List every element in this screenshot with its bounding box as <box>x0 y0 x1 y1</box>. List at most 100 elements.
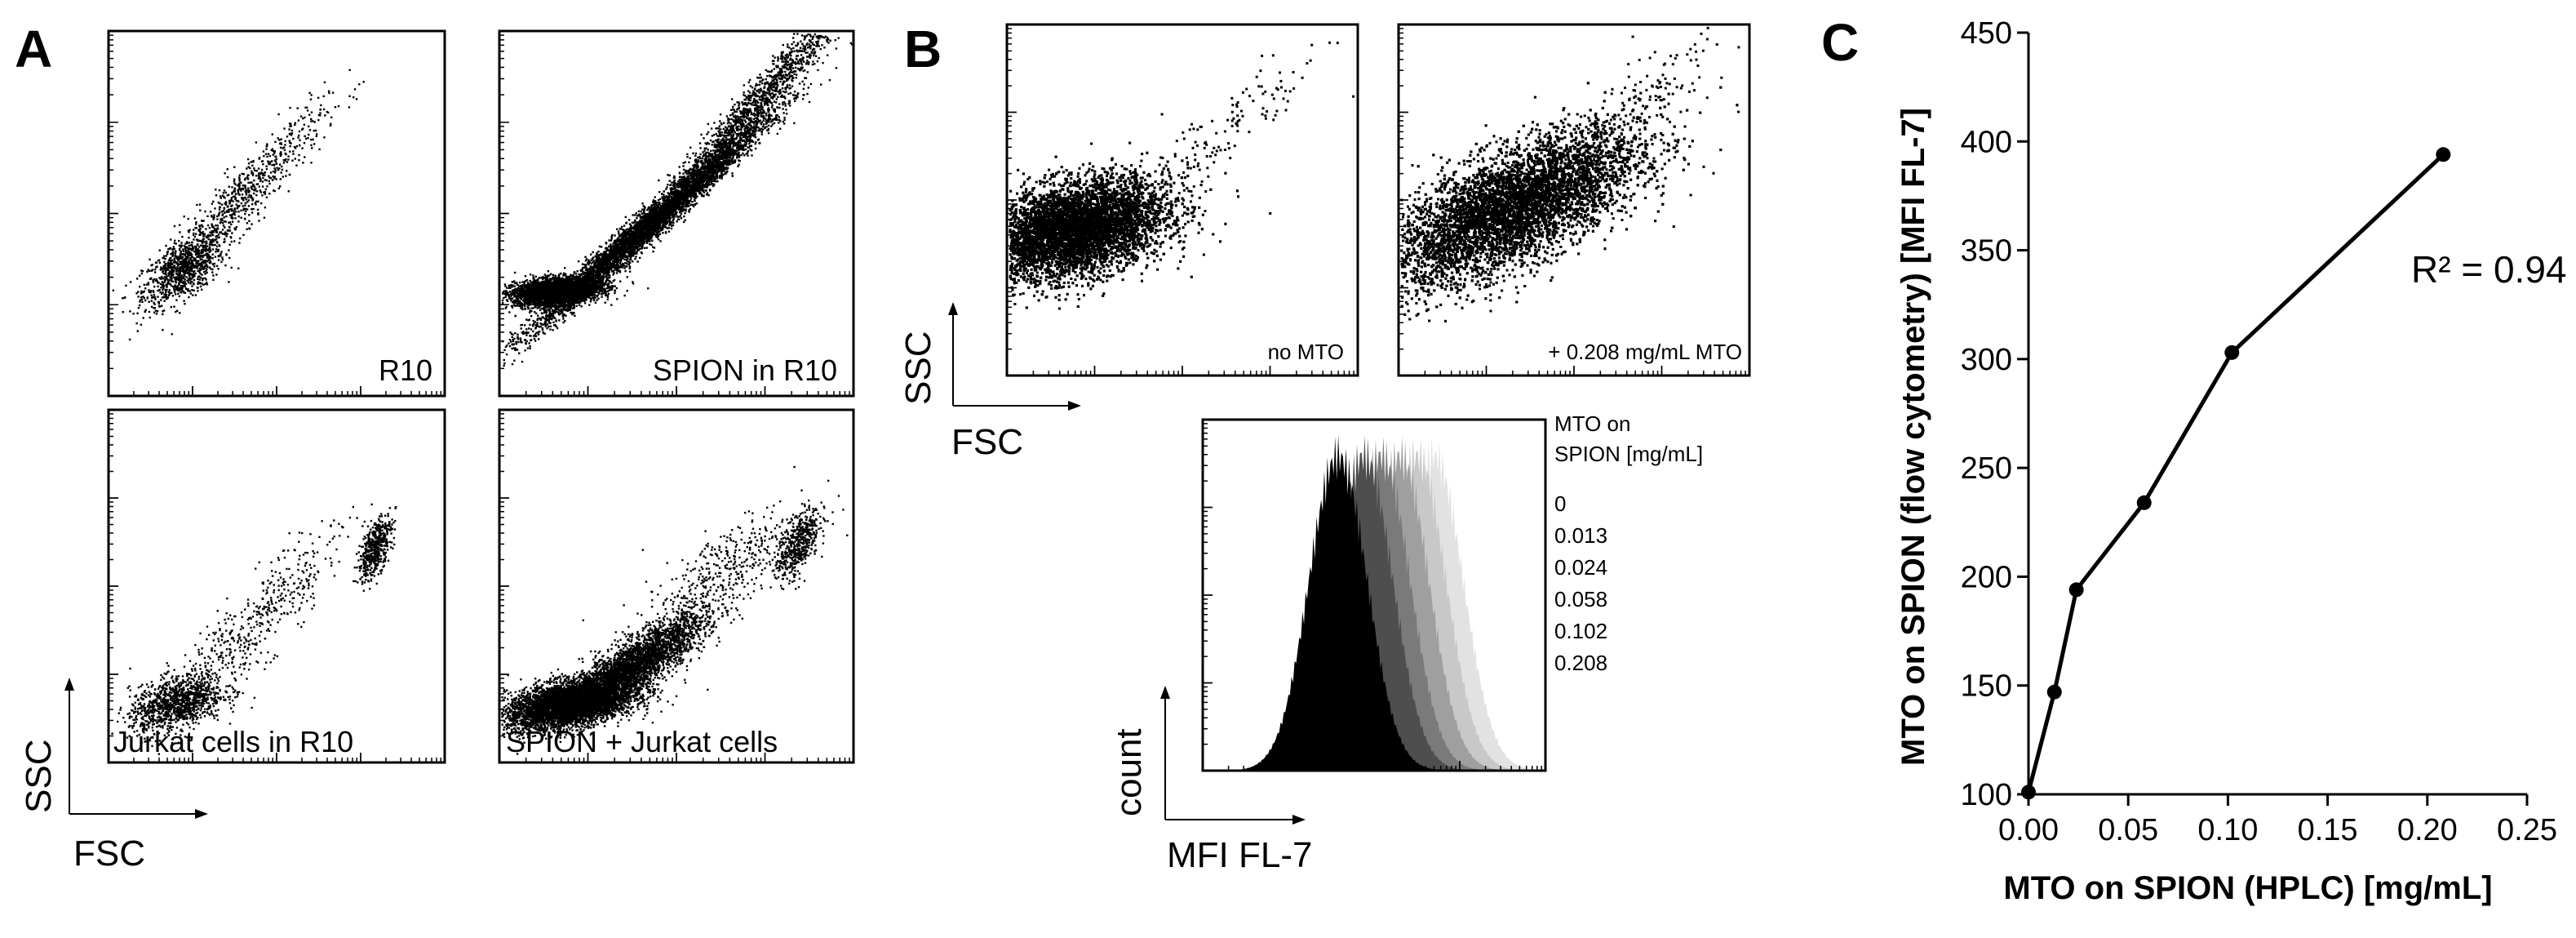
scatter-point <box>251 171 252 172</box>
scatter-point <box>239 181 241 183</box>
scatter-point <box>252 160 254 162</box>
scatter-point <box>150 265 152 266</box>
scatter-point <box>283 162 285 163</box>
scatter-point <box>247 182 249 184</box>
scatter-point <box>251 189 253 190</box>
scatter-point <box>285 175 286 176</box>
scatter-point <box>262 163 264 165</box>
scatter-point <box>319 109 321 110</box>
scatter-point <box>248 205 250 207</box>
scatter-point <box>195 233 197 234</box>
scatter-point <box>270 171 272 173</box>
scatter-point <box>330 125 331 127</box>
scatter-point <box>215 244 216 246</box>
scatter-point <box>179 231 180 233</box>
scatter-point <box>219 211 220 213</box>
scatter-point <box>220 261 222 263</box>
scatter-point <box>289 151 290 153</box>
scatter-point <box>140 296 142 298</box>
scatter-point <box>184 263 185 265</box>
scatter-point <box>237 184 238 186</box>
scatter-point <box>310 120 312 122</box>
scatter-point <box>280 155 282 157</box>
scatter-point <box>204 254 206 256</box>
scatter-point <box>202 241 203 242</box>
scatter-point <box>211 269 213 270</box>
scatter-point <box>304 117 305 118</box>
scatter-point <box>219 232 220 233</box>
scatter-point <box>156 262 157 264</box>
scatter-point <box>182 269 184 270</box>
scatter-point <box>215 273 217 275</box>
scatter-point <box>199 264 201 265</box>
scatter-point <box>192 277 193 278</box>
scatter-point <box>251 211 253 213</box>
scatter-point <box>140 300 141 301</box>
scatter-point <box>257 201 259 202</box>
scatter-point <box>195 221 197 223</box>
scatter-point <box>280 147 282 149</box>
scatter-point <box>129 339 131 340</box>
scatter-point <box>287 158 289 160</box>
scatter-point <box>212 274 214 276</box>
scatter-point <box>310 94 312 96</box>
scatter-point <box>162 313 163 315</box>
scatter-point <box>211 240 213 242</box>
scatter-point <box>191 289 193 291</box>
scatter-point <box>281 138 282 140</box>
scatter-point <box>212 257 214 259</box>
scatter-point <box>140 324 142 326</box>
scatter-point <box>275 170 277 171</box>
figure: A R10 SPION in R10 Jurkat cells in R10 S… <box>0 0 2576 938</box>
scatter-point <box>298 154 299 156</box>
scatter-point <box>268 153 269 154</box>
scatter-point <box>190 281 192 282</box>
scatter-point <box>195 294 197 296</box>
scatter-point <box>348 106 350 108</box>
scatter-point <box>206 269 207 270</box>
scatter-point <box>274 141 276 143</box>
scatter-point <box>358 83 360 85</box>
scatter-point <box>212 244 214 246</box>
scatter-point <box>233 240 235 242</box>
scatter-point <box>193 267 195 269</box>
scatter-point <box>232 213 233 215</box>
scatter-point <box>231 241 233 242</box>
scatter-point <box>180 269 181 271</box>
scatter-point <box>157 296 158 297</box>
scatter-point <box>226 235 228 237</box>
scatter-point <box>280 178 282 180</box>
scatter-point <box>251 181 252 183</box>
scatter-point <box>226 211 228 212</box>
scatter-point <box>180 285 182 287</box>
scatter-point <box>245 202 246 204</box>
scatter-point <box>202 269 204 270</box>
scatter-point <box>289 126 290 127</box>
scatter-point <box>162 267 163 269</box>
scatter-point <box>218 255 219 256</box>
scatter-point <box>228 229 229 231</box>
scatter-point <box>183 291 184 293</box>
scatter-point <box>225 254 227 256</box>
scatter-point <box>189 282 191 284</box>
scatter-point <box>200 259 202 260</box>
scatter-point <box>186 242 188 244</box>
scatter-point <box>212 248 214 250</box>
scatter-point <box>174 258 175 260</box>
scatter-point <box>146 283 148 285</box>
scatter-point <box>149 317 151 318</box>
scatter-point <box>280 152 282 153</box>
scatter-point <box>227 168 228 170</box>
scatter-point <box>183 300 184 302</box>
scatter-point <box>148 289 149 291</box>
scatter-point <box>215 194 217 196</box>
scatter-point <box>247 187 249 189</box>
scatter-point <box>184 248 186 250</box>
scatter-point <box>241 202 242 204</box>
scatter-point <box>160 299 162 300</box>
scatter-point <box>173 277 175 278</box>
scatter-point <box>304 142 305 144</box>
scatter-point <box>153 294 155 296</box>
scatter-point <box>241 188 242 189</box>
scatter-point <box>299 144 300 146</box>
